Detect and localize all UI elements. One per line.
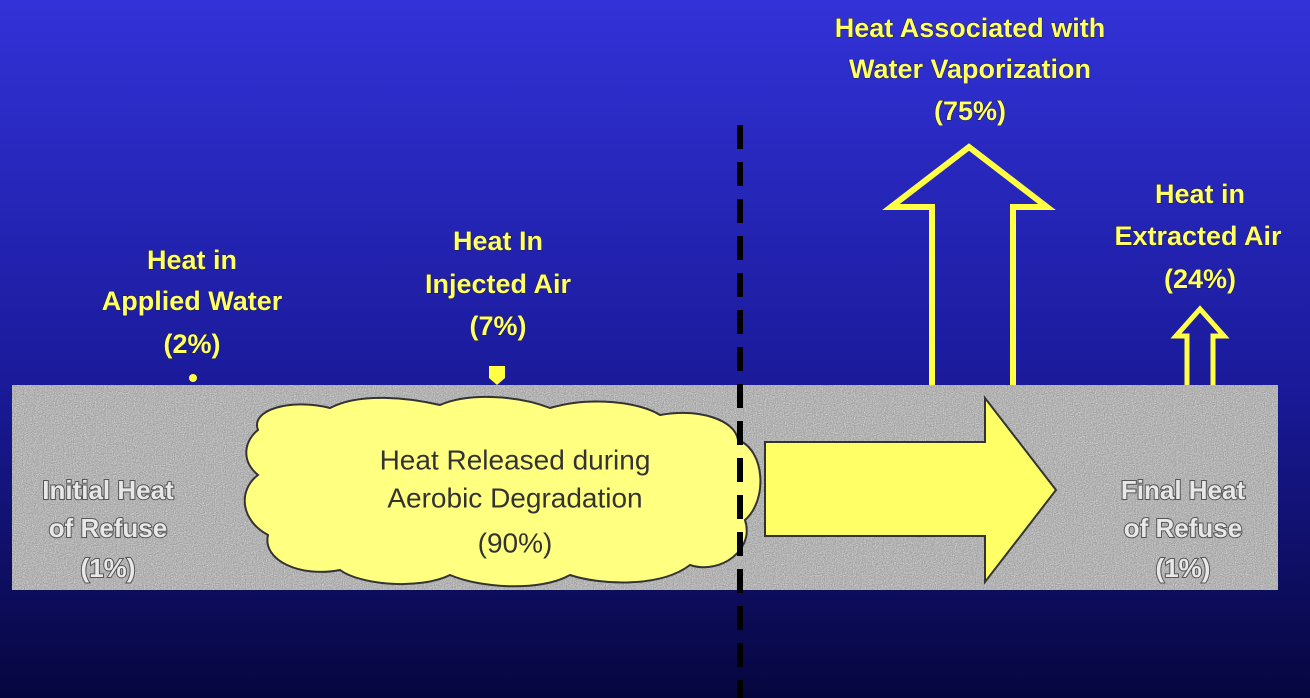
label-line: Heat Associated with bbox=[835, 13, 1106, 43]
label-line: Aerobic Degradation bbox=[387, 482, 642, 513]
heat-cloud bbox=[243, 395, 762, 588]
label-line: Heat In bbox=[453, 226, 543, 256]
label-line: (7%) bbox=[469, 311, 526, 341]
water-input-dot bbox=[189, 374, 197, 382]
label-line: (1%) bbox=[81, 553, 136, 583]
label-line: Final Heat bbox=[1121, 475, 1246, 505]
air-out-arrow bbox=[1170, 305, 1230, 385]
label-line: (75%) bbox=[934, 96, 1006, 126]
label-line: (24%) bbox=[1164, 264, 1236, 294]
label-line: (90%) bbox=[478, 527, 553, 558]
label-line: Heat Released during bbox=[380, 444, 651, 475]
label-line: Heat in bbox=[147, 245, 237, 275]
flow-arrow bbox=[764, 395, 1058, 585]
label-line: of Refuse bbox=[49, 513, 167, 543]
air-input-marker bbox=[489, 366, 505, 385]
label-line: of Refuse bbox=[1124, 513, 1242, 543]
label-line: Heat in bbox=[1155, 179, 1245, 209]
label-line: (1%) bbox=[1156, 553, 1211, 583]
label-line: Water Vaporization bbox=[849, 54, 1091, 84]
label-line: Initial Heat bbox=[42, 475, 174, 505]
label-line: Extracted Air bbox=[1114, 221, 1282, 251]
labels: Heat in Applied Water (2%) Heat In Injec… bbox=[41, 13, 1282, 584]
vapor-arrow bbox=[882, 143, 1056, 385]
label-line: Injected Air bbox=[425, 269, 572, 299]
label-line: (2%) bbox=[163, 329, 220, 359]
label-line: Applied Water bbox=[102, 286, 283, 316]
